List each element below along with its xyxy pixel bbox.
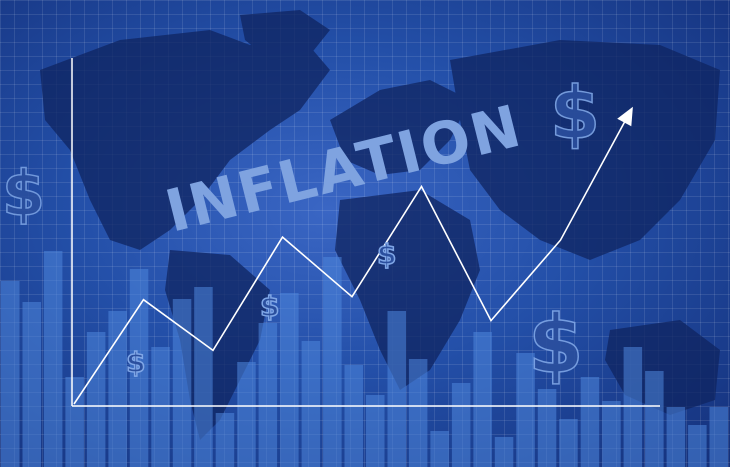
background-bar (22, 302, 41, 467)
background-bar (494, 437, 514, 467)
background-bar (215, 413, 235, 467)
background-bar (602, 401, 621, 467)
background-bar (323, 257, 342, 467)
background-bar (366, 395, 385, 467)
background-bar (623, 347, 643, 467)
background-bar (451, 383, 471, 467)
background-bar (1, 281, 20, 467)
background-bar (280, 293, 299, 467)
background-bar (645, 371, 664, 467)
background-bar (408, 359, 428, 467)
background-bar (108, 311, 127, 467)
background-bar (301, 341, 321, 467)
dollar-sign-icon: $ (528, 298, 584, 391)
background-bar (344, 365, 363, 467)
arrow-head-icon (617, 106, 633, 127)
background-bar (473, 332, 492, 467)
dollar-sign-icon: $ (550, 71, 600, 155)
dollar-sign-icon: $ (377, 238, 396, 271)
world-map (40, 10, 720, 440)
greenland (240, 10, 330, 60)
background-bar (237, 362, 256, 467)
background-bar (129, 269, 149, 467)
background-bar (559, 419, 578, 467)
background-bar (666, 407, 686, 467)
background-bar (709, 407, 728, 467)
background-bar (43, 251, 63, 467)
background-bar (65, 377, 84, 467)
background-bar (580, 377, 600, 467)
dollar-sign-icon: $ (260, 290, 279, 323)
trend-line (73, 111, 631, 405)
europe (330, 80, 470, 175)
background-bar (387, 311, 406, 467)
dollar-sign-icon: $ (2, 157, 45, 230)
background-bar (194, 287, 213, 467)
background-bar (86, 332, 106, 467)
asia (450, 40, 720, 260)
bar-chart (1, 251, 728, 467)
background-bar (516, 353, 535, 467)
background-bar (537, 389, 557, 467)
background-bar (430, 431, 449, 467)
background-bar (172, 299, 192, 467)
background-bar (688, 425, 707, 467)
north-america (40, 30, 330, 250)
africa (335, 190, 480, 390)
background-bar (151, 347, 170, 467)
background-bar (258, 323, 278, 467)
dollar-sign-icon: $ (126, 346, 145, 379)
